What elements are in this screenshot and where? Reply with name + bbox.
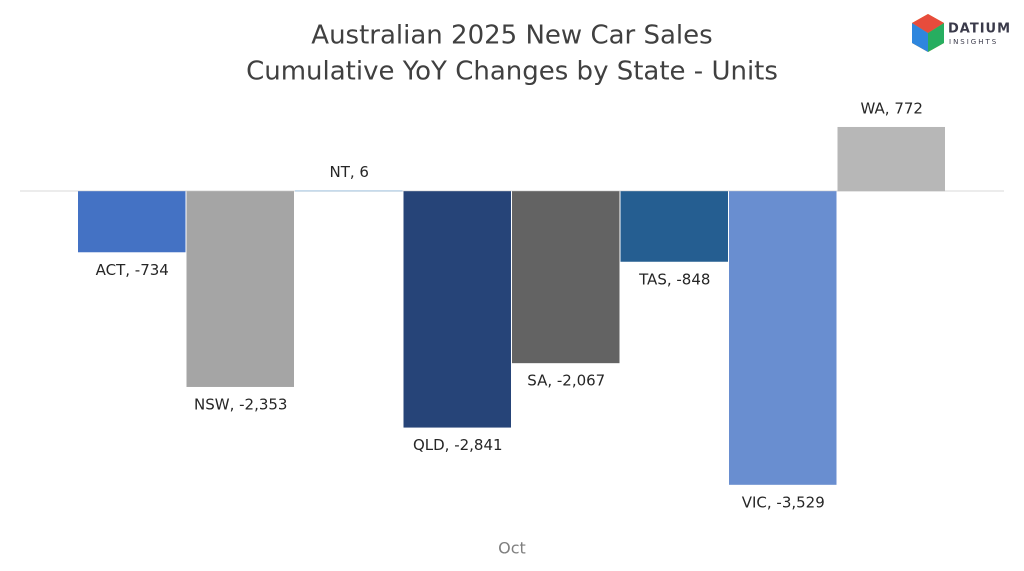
data-label: NSW, -2,353 (194, 395, 287, 413)
data-label: QLD, -2,841 (413, 436, 503, 454)
data-label: SA, -2,067 (527, 372, 605, 390)
logo-icon-part (928, 23, 944, 52)
data-label: TAS, -848 (638, 270, 710, 288)
bar (729, 191, 837, 485)
data-label: VIC, -3,529 (742, 493, 825, 511)
chart-title: Australian 2025 New Car Sales (311, 21, 712, 51)
data-label: WA, 772 (861, 99, 923, 117)
data-label: NT, 6 (330, 163, 369, 181)
bar (186, 191, 294, 387)
data-label: ACT, -734 (96, 261, 169, 279)
bar (837, 126, 945, 192)
bar (403, 191, 511, 428)
chart-subtitle: Cumulative YoY Changes by State - Units (246, 57, 778, 87)
bar (78, 191, 186, 253)
bar (620, 191, 728, 262)
logo-name: DATIUM (948, 22, 1011, 37)
logo-tagline: INSIGHTS (949, 38, 998, 46)
bar (512, 191, 620, 364)
logo-icon-part (912, 23, 928, 52)
x-tick-label: Oct (498, 539, 526, 558)
logo: DATIUM INSIGHTS (912, 14, 1011, 52)
logo-icon-part (912, 14, 944, 33)
